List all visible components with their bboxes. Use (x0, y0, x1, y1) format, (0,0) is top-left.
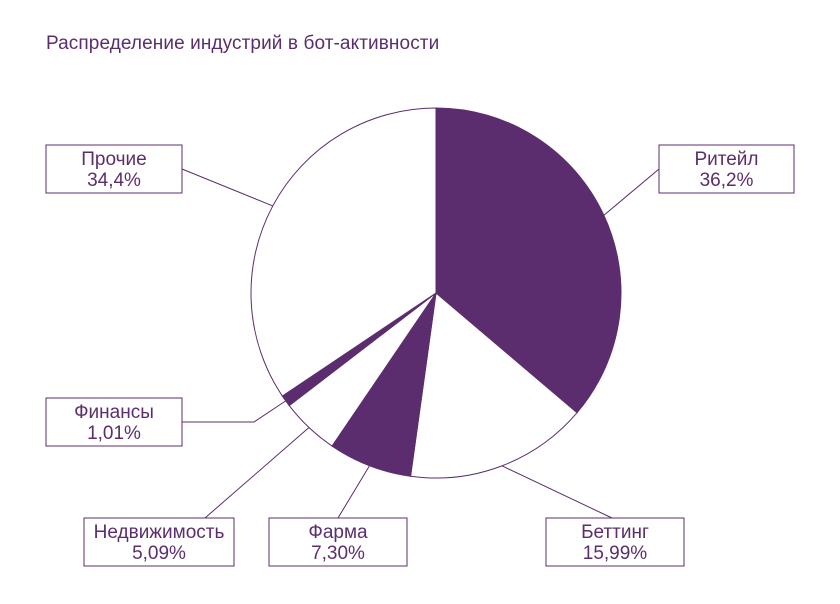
slice-label-box (268, 517, 408, 567)
slice-name-label: Ритейл (694, 149, 758, 170)
slice-label-box (45, 144, 183, 194)
leader-line (337, 465, 370, 519)
leader-line (204, 427, 310, 519)
slice-label-box (83, 517, 235, 567)
slice-label-box (658, 144, 795, 194)
slice-name-label: Фарма (308, 522, 368, 543)
slice-value-label: 7,30% (311, 543, 365, 564)
slice-value-label: 5,09% (132, 543, 186, 564)
leader-line (501, 465, 613, 519)
slice-name-label: Беттинг (581, 522, 649, 543)
slice-label-box (45, 397, 183, 447)
slice-name-label: Прочие (81, 149, 146, 170)
leader-line (182, 400, 286, 423)
leader-line (181, 168, 273, 207)
slice-label-box (545, 517, 685, 567)
slice-value-label: 15,99% (583, 543, 648, 564)
slice-value-label: 36,2% (700, 170, 754, 191)
leader-line (603, 168, 660, 216)
slice-value-label: 1,01% (87, 423, 141, 444)
chart-title: Распределение индустрий в бот-активности (46, 33, 440, 54)
slice-value-label: 34,4% (87, 170, 141, 191)
pie-slice (250, 107, 437, 397)
slice-name-label: Финансы (74, 402, 154, 423)
pie-slice (409, 292, 578, 479)
slice-name-label: Недвижимость (94, 522, 225, 543)
